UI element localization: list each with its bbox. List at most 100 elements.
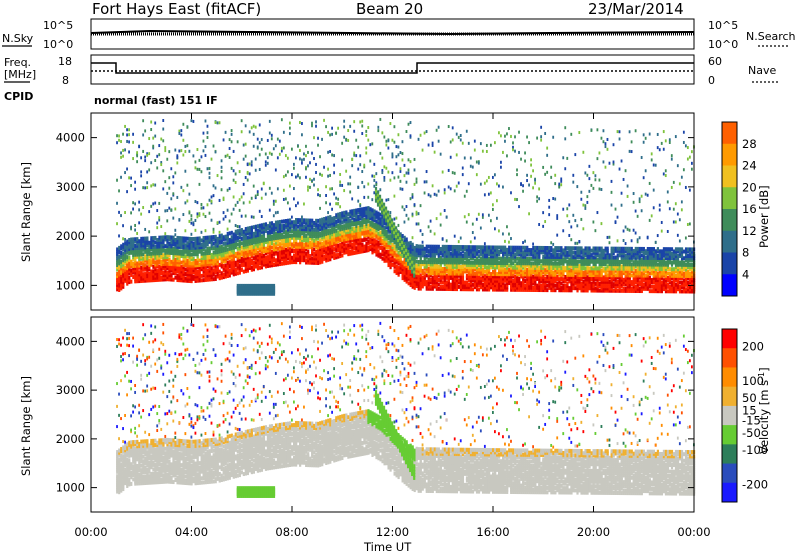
power-echo-cell — [349, 214, 352, 219]
power-echo-cell — [230, 235, 233, 240]
power-echo-cell — [288, 242, 292, 247]
power-echo-cell — [576, 255, 579, 260]
power-echo-cell — [307, 238, 310, 243]
power-echo-cell — [343, 215, 346, 220]
power-scatter-cell — [457, 135, 460, 139]
power-echo-cell — [375, 219, 378, 224]
power-echo-cell — [578, 246, 581, 251]
power-scatter-cell — [389, 122, 392, 126]
power-echo-cell — [268, 248, 272, 253]
power-scatter-cell — [148, 230, 151, 234]
power-echo-cell — [208, 259, 211, 264]
power-echo-cell — [290, 255, 294, 260]
power-echo-cell — [160, 277, 163, 282]
power-echo-cell — [313, 254, 316, 259]
power-scatter-cell — [401, 205, 404, 209]
power-echo-cell — [556, 270, 559, 275]
power-echo-cell — [353, 208, 356, 213]
power-echo-cell — [419, 246, 422, 251]
power-scatter-cell — [270, 152, 273, 156]
power-echo-cell — [500, 272, 503, 277]
power-echo-cell — [192, 268, 195, 273]
power-echo-cell — [494, 274, 497, 279]
power-echo-cell — [166, 250, 169, 255]
power-echo-cell — [276, 231, 280, 236]
power-echo-cell — [451, 264, 454, 269]
power-echo-cell — [481, 276, 485, 281]
power-echo-cell — [224, 241, 227, 246]
power-scatter-cell — [230, 140, 233, 144]
power-echo-cell — [538, 259, 541, 264]
power-echo-cell — [451, 280, 454, 285]
power-echo-cell — [218, 245, 221, 250]
power-scatter-cell — [196, 215, 199, 219]
power-echo-cell — [435, 260, 438, 265]
power-echo-cell — [479, 247, 483, 252]
power-echo-cell — [178, 249, 181, 254]
power-echo-cell — [222, 241, 225, 246]
power-scatter-cell — [278, 139, 281, 143]
power-echo-cell — [128, 280, 131, 285]
power-echo-cell — [118, 272, 121, 277]
power-echo-cell — [528, 265, 531, 270]
power-scatter-cell — [329, 133, 331, 137]
power-scatter-cell — [560, 177, 563, 181]
power-echo-cell — [471, 247, 475, 252]
power-scatter-cell — [210, 195, 213, 199]
power-echo-cell — [542, 248, 545, 253]
power-echo-cell — [530, 285, 533, 290]
power-echo-cell — [196, 254, 199, 259]
power-echo-cell — [309, 229, 312, 234]
power-echo-cell — [433, 244, 436, 249]
power-echo-cell — [516, 285, 519, 290]
power-echo-cell — [116, 274, 119, 279]
power-echo-cell — [568, 268, 571, 273]
power-scatter-cell — [389, 211, 392, 215]
power-echo-cell — [166, 270, 169, 275]
power-echo-cell — [270, 263, 274, 268]
power-echo-cell — [180, 236, 183, 241]
power-echo-cell — [578, 250, 581, 255]
power-echo-cell — [303, 251, 306, 256]
power-scatter-cell — [301, 161, 303, 165]
power-echo-cell — [339, 231, 342, 236]
power-echo-cell — [465, 276, 469, 281]
power-echo-cell — [491, 274, 495, 279]
power-echo-cell — [158, 277, 161, 282]
power-echo-cell — [580, 284, 583, 289]
power-echo-cell — [290, 222, 294, 227]
power-echo-cell — [355, 241, 358, 246]
power-echo-cell — [140, 250, 143, 255]
power-echo-cell — [230, 264, 233, 269]
power-echo-cell — [562, 286, 565, 291]
power-echo-cell — [315, 229, 318, 234]
power-echo-cell — [357, 232, 360, 237]
power-echo-cell — [252, 238, 256, 243]
power-echo-cell — [218, 240, 221, 245]
power-scatter-cell — [124, 210, 126, 214]
power-echo-cell — [423, 249, 426, 254]
power-echo-cell — [453, 282, 457, 287]
power-scatter-cell — [500, 160, 502, 164]
power-echo-cell — [194, 272, 197, 277]
power-echo-cell — [190, 256, 193, 261]
power-echo-cell — [548, 281, 551, 286]
power-echo-cell — [491, 249, 495, 254]
power-scatter-cell — [170, 197, 173, 201]
power-echo-cell — [170, 239, 173, 244]
power-echo-cell — [174, 237, 177, 242]
power-echo-cell — [130, 279, 133, 284]
power-echo-cell — [494, 263, 497, 268]
power-echo-cell — [274, 236, 278, 241]
power-echo-cell — [355, 235, 358, 240]
power-echo-cell — [558, 268, 561, 273]
power-echo-cell — [485, 274, 489, 279]
power-echo-cell — [562, 277, 565, 282]
power-echo-cell — [494, 258, 497, 263]
power-echo-cell — [208, 255, 211, 260]
power-echo-cell — [276, 235, 280, 240]
power-echo-cell — [295, 244, 298, 249]
power-echo-cell — [206, 273, 209, 278]
power-echo-cell — [411, 249, 414, 254]
power-echo-cell — [190, 265, 193, 270]
